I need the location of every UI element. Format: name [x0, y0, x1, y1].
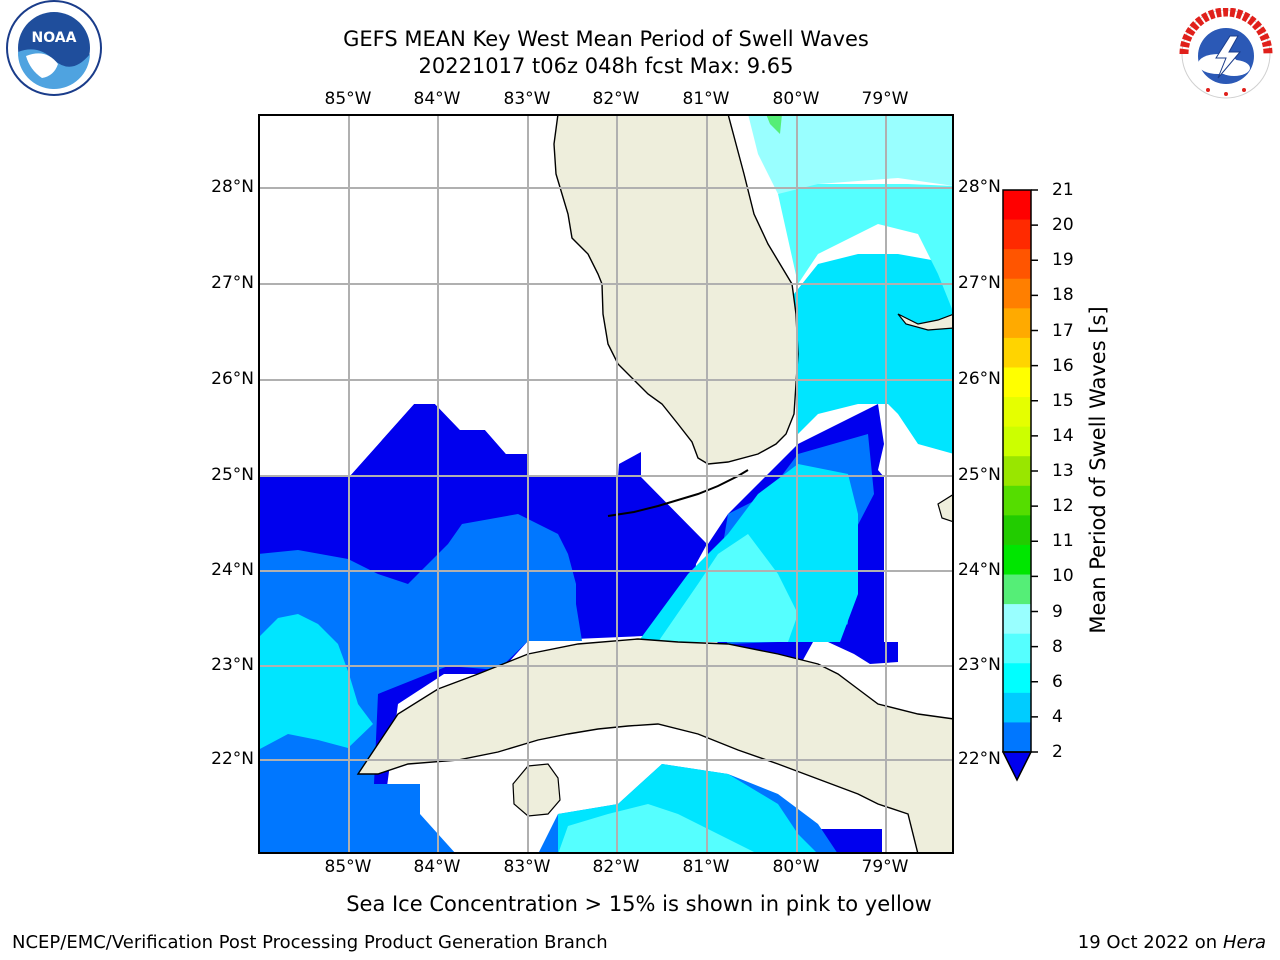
colorbar-tick-label: 20 [1052, 215, 1074, 236]
land-florida [553, 114, 799, 465]
colorbar-tick-label: 2 [1052, 742, 1063, 762]
colorbar-band [1003, 278, 1031, 309]
lon-label-bottom: 81°W [682, 857, 730, 877]
lat-label-right: 27°N [958, 273, 1001, 293]
field-4-6s [258, 514, 582, 854]
field-ne-6-8 [794, 254, 954, 454]
colorbar-tick-label: 8 [1052, 636, 1063, 657]
colorbar-tick-label: 18 [1052, 285, 1074, 306]
colorbar-band [1003, 190, 1031, 221]
field-ne-8-9 [778, 184, 954, 314]
lon-label-top: 85°W [324, 89, 372, 109]
no-data-gulf [258, 114, 554, 477]
colorbar [1002, 189, 1038, 782]
lat-label-left: 23°N [211, 655, 254, 675]
colorbar-band [1003, 692, 1031, 723]
colorbar-band [1003, 219, 1031, 250]
lon-label-bottom: 80°W [772, 857, 820, 877]
colorbar-tick-label: 11 [1052, 531, 1074, 552]
land-bahamas [897, 313, 954, 331]
colorbar-band [1003, 663, 1031, 694]
colorbar-band [1003, 574, 1031, 605]
graticule [258, 114, 954, 854]
lat-label-right: 26°N [958, 369, 1001, 389]
date-text: 19 Oct 2022 on Hera [1077, 932, 1266, 953]
colorbar-band [1003, 604, 1031, 635]
colorbar-band [1003, 515, 1031, 546]
colorbar-band [1003, 722, 1031, 753]
colorbar-band [1003, 308, 1031, 339]
land-andros [937, 493, 954, 523]
noaa-logo: NOAA [6, 0, 102, 96]
colorbar-tick-label: 21 [1052, 180, 1074, 200]
chart-title: GEFS MEAN Key West Mean Period of Swell … [343, 27, 869, 51]
field-caribbean-blue [818, 829, 882, 854]
colorbar-band [1003, 544, 1031, 576]
credit-text: NCEP/EMC/Verification Post Processing Pr… [12, 932, 608, 953]
colorbar-band [1003, 397, 1031, 428]
colorbar-band [1003, 337, 1031, 368]
colorbar-band [1003, 249, 1031, 280]
field-6-8s [258, 614, 373, 750]
lon-label-top: 79°W [861, 89, 909, 109]
lon-label-bottom: 79°W [861, 857, 909, 877]
lat-label-right: 22°N [958, 749, 1001, 769]
land-keys [607, 469, 749, 517]
colorbar-band [1003, 426, 1031, 457]
lon-label-top: 82°W [592, 89, 640, 109]
colorbar-tick-label: 17 [1052, 320, 1074, 341]
sea-ice-note: Sea Ice Concentration > 15% is shown in … [346, 892, 932, 916]
field-ne-9-10 [748, 114, 954, 194]
lat-label-right: 24°N [958, 560, 1001, 580]
colorbar-tick-label: 6 [1052, 671, 1063, 692]
colorbar-tick-label: 9 [1052, 601, 1063, 622]
lon-label-bottom: 85°W [324, 857, 372, 877]
lat-label-left: 26°N [211, 369, 254, 389]
map-frame [258, 114, 954, 854]
land-isla-juventud [512, 763, 561, 817]
lat-label-left: 27°N [211, 273, 254, 293]
lat-label-right: 23°N [958, 655, 1001, 675]
colorbar-band [1003, 633, 1031, 664]
lat-label-left: 28°N [211, 177, 254, 197]
field-straits-8-9 [658, 534, 798, 642]
lat-label-right: 28°N [958, 177, 1001, 197]
colorbar-label: Mean Period of Swell Waves [s] [1086, 306, 1110, 634]
chart-subtitle: 20221017 t06z 048h fcst Max: 9.65 [418, 54, 794, 78]
lat-label-left: 22°N [211, 749, 254, 769]
lon-label-top: 80°W [772, 89, 820, 109]
lon-label-top: 81°W [682, 89, 730, 109]
field-ne-10-11 [766, 114, 782, 134]
lon-label-bottom: 83°W [503, 857, 551, 877]
lon-label-bottom: 82°W [592, 857, 640, 877]
colorbar-tick-label: 4 [1052, 706, 1063, 727]
swell-period-map [258, 114, 954, 854]
lat-label-right: 25°N [958, 465, 1001, 485]
noaa-logo-text: NOAA [32, 30, 77, 46]
colorbar-band [1003, 456, 1031, 487]
lon-label-top: 84°W [413, 89, 461, 109]
lon-label-top: 83°W [503, 89, 551, 109]
colorbar-tick-label: 14 [1052, 425, 1074, 446]
colorbar-tick-label: 13 [1052, 461, 1074, 481]
colorbar-tick-label: 15 [1052, 390, 1074, 411]
colorbar-extend-triangle [1002, 751, 1033, 782]
colorbar-tick-label: 12 [1052, 496, 1074, 517]
colorbar-band [1003, 367, 1031, 398]
lat-label-left: 24°N [211, 560, 254, 580]
colorbar-tick-label: 10 [1052, 566, 1074, 587]
lat-label-left: 25°N [211, 465, 254, 485]
colorbar-band [1003, 485, 1031, 516]
colorbar-tick-label: 16 [1052, 355, 1074, 376]
lon-label-bottom: 84°W [413, 857, 461, 877]
nws-logo [1179, 8, 1273, 99]
colorbar-tick-label: 19 [1052, 250, 1074, 271]
